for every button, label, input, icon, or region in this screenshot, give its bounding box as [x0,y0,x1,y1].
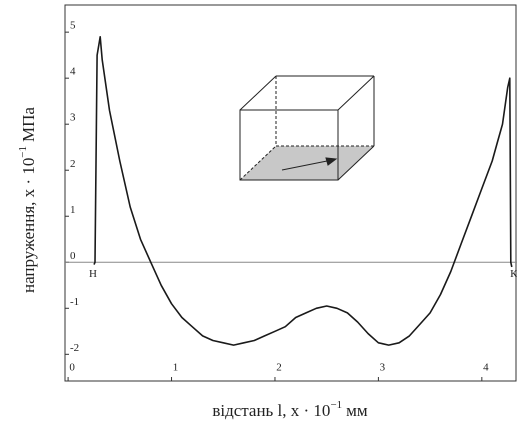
x-tick-label: 2 [276,362,282,374]
y-axis-label: напруження, x · 10−1 МПа [17,107,38,293]
y-tick-label: 0 [70,250,76,262]
y-label-unit: МПа [19,107,38,142]
x-axis-label: відстань l, x · 10−1 мм [212,399,368,420]
annotation: К [510,268,517,280]
plot-frame [64,4,517,382]
y-label-exp: −1 [17,146,29,158]
x-tick-label: 1 [173,362,179,374]
data-line [93,36,513,346]
x-tick-label: 4 [483,362,489,374]
y-tick-label: -2 [70,342,79,354]
x-label-unit: мм [346,401,368,420]
y-tick-label: 4 [70,66,76,78]
y-tick-label: 2 [70,158,76,170]
y-label-text: напруження, x · 10 [19,158,38,293]
x-label-exp: −1 [330,399,342,411]
y-tick-label: 5 [70,20,76,32]
y-tick-label: 1 [70,204,76,216]
y-tick-label: -1 [70,296,79,308]
x-tick-label: 0 [69,362,75,374]
x-label-text: відстань l, x · 10 [212,401,330,420]
y-tick-label: 3 [70,112,76,124]
x-tick-label: 3 [380,362,386,374]
annotation: Н [89,268,97,280]
inset-box [239,75,375,181]
